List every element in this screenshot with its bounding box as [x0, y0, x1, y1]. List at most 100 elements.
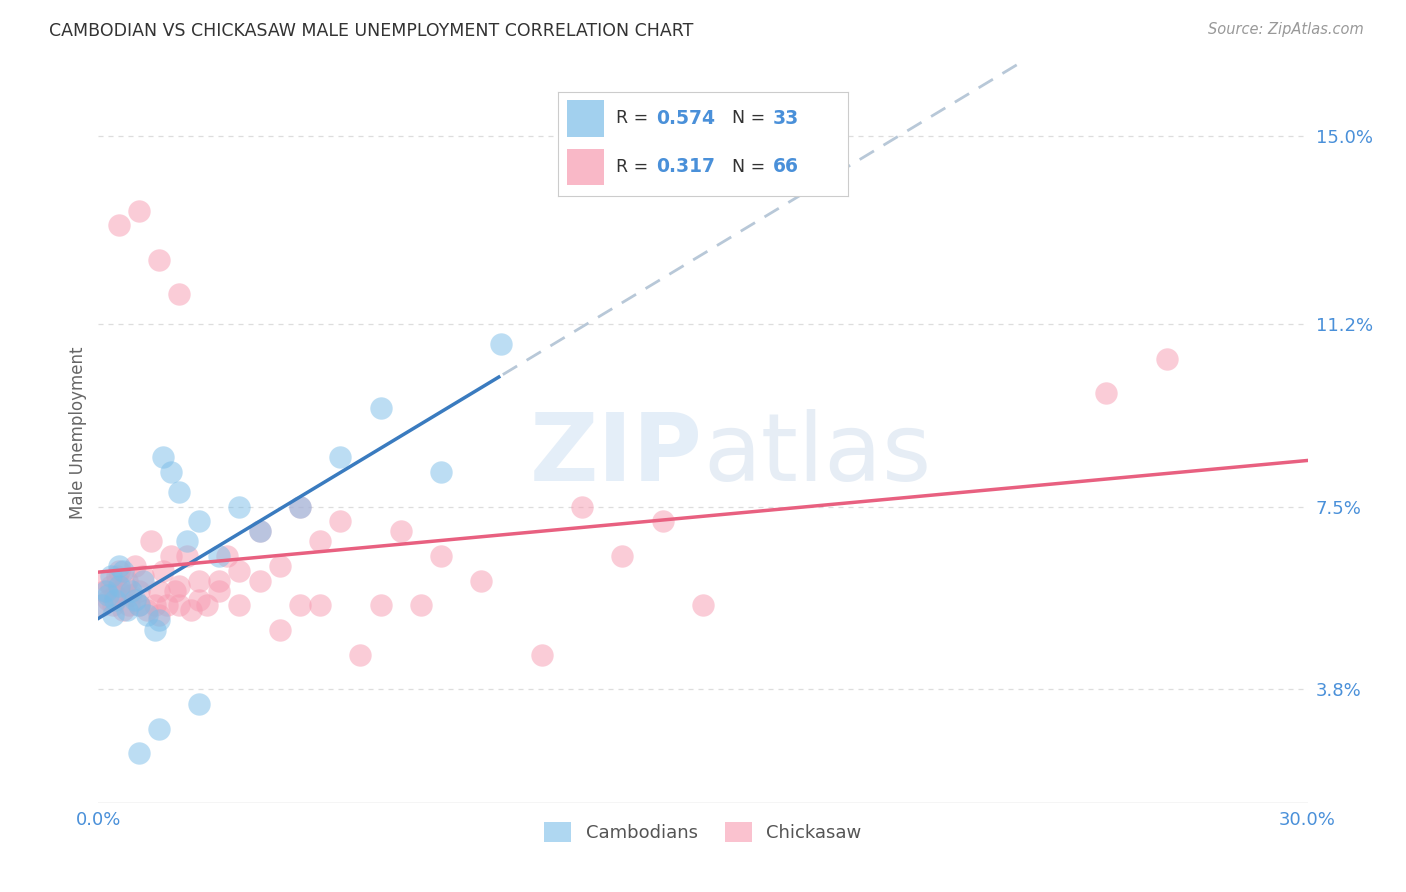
Point: [692, 599, 714, 613]
Point: [612, 549, 634, 563]
Point: [135, 608, 157, 623]
Point: [176, 549, 198, 563]
Point: [188, 574, 211, 588]
Point: [491, 336, 513, 351]
Point: [309, 534, 332, 549]
Point: [349, 648, 371, 662]
Text: atlas: atlas: [703, 409, 931, 500]
Point: [135, 603, 157, 617]
Point: [651, 515, 673, 529]
Point: [115, 574, 138, 588]
Point: [114, 579, 136, 593]
Point: [128, 599, 150, 613]
Point: [217, 549, 239, 563]
Point: [176, 534, 198, 549]
Point: [228, 564, 250, 578]
Point: [370, 401, 392, 415]
Point: [208, 583, 231, 598]
Point: [389, 524, 412, 539]
Point: [160, 465, 183, 479]
Point: [96, 583, 118, 598]
Point: [470, 574, 492, 588]
Point: [530, 648, 553, 662]
Point: [167, 287, 190, 301]
Point: [120, 583, 142, 598]
Point: [228, 599, 250, 613]
Point: [269, 558, 291, 573]
Point: [167, 484, 190, 499]
Point: [139, 534, 162, 549]
Point: [269, 623, 291, 637]
Point: [96, 574, 118, 588]
Point: [208, 574, 231, 588]
Point: [101, 608, 124, 623]
Point: [120, 589, 142, 603]
Point: [103, 589, 125, 603]
Point: [107, 579, 129, 593]
Point: [249, 524, 271, 539]
Point: [288, 500, 311, 514]
Point: [143, 623, 166, 637]
Point: [128, 203, 150, 218]
Point: [195, 599, 218, 613]
Point: [163, 583, 186, 598]
Point: [101, 599, 124, 613]
Point: [107, 564, 129, 578]
Point: [103, 593, 125, 607]
Point: [124, 593, 146, 607]
Text: Source: ZipAtlas.com: Source: ZipAtlas.com: [1208, 22, 1364, 37]
Text: CAMBODIAN VS CHICKASAW MALE UNEMPLOYMENT CORRELATION CHART: CAMBODIAN VS CHICKASAW MALE UNEMPLOYMENT…: [49, 22, 693, 40]
Y-axis label: Male Unemployment: Male Unemployment: [69, 346, 87, 519]
Point: [1156, 351, 1178, 366]
Point: [148, 252, 170, 267]
Point: [329, 515, 352, 529]
Point: [430, 465, 453, 479]
Point: [100, 579, 122, 593]
Point: [100, 568, 122, 582]
Legend: Cambodians, Chickasaw: Cambodians, Chickasaw: [537, 815, 869, 849]
Point: [409, 599, 432, 613]
Point: [128, 583, 150, 598]
Point: [91, 599, 114, 613]
Point: [156, 599, 179, 613]
Point: [160, 549, 183, 563]
Point: [105, 568, 128, 582]
Point: [107, 558, 129, 573]
Point: [180, 603, 202, 617]
Point: [97, 589, 120, 603]
Point: [329, 450, 352, 465]
Point: [188, 697, 211, 711]
Point: [188, 593, 211, 607]
Point: [107, 219, 129, 233]
Point: [148, 608, 170, 623]
Point: [188, 515, 211, 529]
Text: ZIP: ZIP: [530, 409, 703, 500]
Point: [132, 574, 155, 588]
Point: [93, 583, 115, 598]
Point: [111, 603, 134, 617]
Point: [249, 574, 271, 588]
Point: [111, 564, 134, 578]
Point: [128, 747, 150, 761]
Point: [309, 599, 332, 613]
Point: [167, 579, 190, 593]
Point: [571, 500, 593, 514]
Point: [152, 450, 174, 465]
Point: [152, 564, 174, 578]
Point: [91, 599, 114, 613]
Point: [430, 549, 453, 563]
Point: [249, 524, 271, 539]
Point: [288, 599, 311, 613]
Point: [107, 583, 129, 598]
Point: [208, 549, 231, 563]
Point: [370, 599, 392, 613]
Point: [148, 722, 170, 736]
Point: [167, 599, 190, 613]
Point: [228, 500, 250, 514]
Point: [1095, 386, 1118, 401]
Point: [118, 599, 141, 613]
Point: [128, 599, 150, 613]
Point: [288, 500, 311, 514]
Point: [148, 613, 170, 627]
Point: [132, 568, 155, 582]
